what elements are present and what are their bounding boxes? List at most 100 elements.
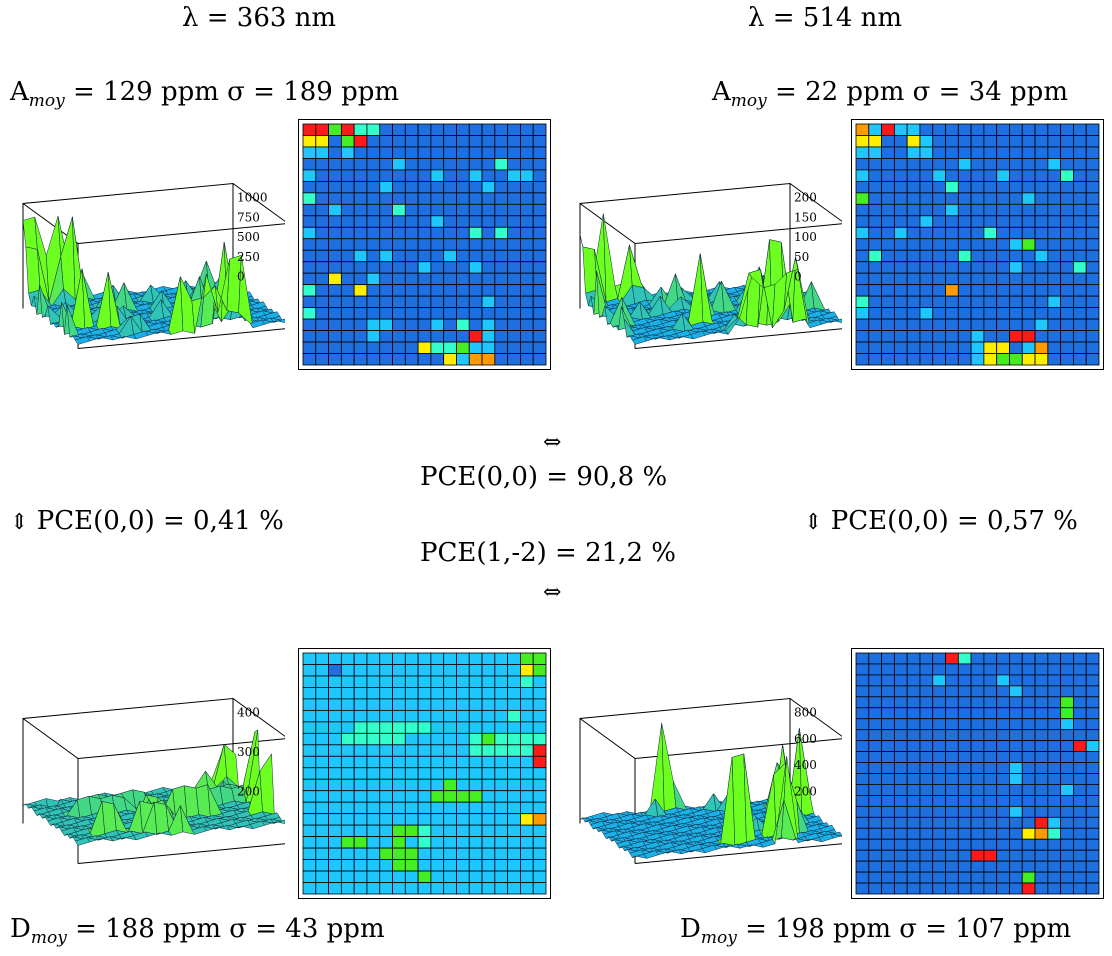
heatmap-cell xyxy=(881,762,895,774)
heatmap-cell xyxy=(919,707,934,720)
heatmap-cell xyxy=(932,707,946,720)
heatmap-cell xyxy=(855,805,870,818)
heatmap-cell xyxy=(1085,203,1100,217)
heatmap-cell xyxy=(868,158,882,171)
heatmap-cell xyxy=(417,767,432,780)
heatmap-cell xyxy=(315,675,329,688)
pce-center-top: PCE(0,0) = 90,8 % xyxy=(420,462,668,492)
heatmap-cell xyxy=(443,215,457,228)
heatmap-cell xyxy=(302,882,317,895)
heatmap-cell xyxy=(392,135,406,148)
heatmap-cell xyxy=(315,767,329,780)
heatmap-cell xyxy=(404,778,419,792)
heatmap-cell xyxy=(456,721,470,734)
heatmap-cell xyxy=(481,135,496,148)
heatmap-cell xyxy=(1085,805,1100,818)
heatmap-cell xyxy=(996,871,1010,884)
heatmap-cell xyxy=(1009,718,1023,731)
heatmap-cell xyxy=(1060,261,1074,274)
heatmap-cell xyxy=(996,307,1010,320)
heatmap-cell xyxy=(520,192,534,205)
heatmap-cell xyxy=(315,341,329,354)
heatmap-cell xyxy=(893,203,908,217)
heatmap-cell xyxy=(417,859,432,872)
heatmap-cell xyxy=(932,226,946,240)
heatmap-cell xyxy=(855,784,870,796)
heatmap-cell xyxy=(1073,215,1087,228)
heatmap-cell xyxy=(1047,226,1062,240)
heatmap-cell xyxy=(366,836,381,849)
heatmap-cell xyxy=(1060,318,1074,331)
heatmap-cell xyxy=(507,146,521,159)
heatmap-cell xyxy=(340,790,355,803)
heatmap-cell xyxy=(1060,773,1074,785)
heatmap-cell xyxy=(392,721,406,734)
heatmap-cell xyxy=(456,836,470,849)
heatmap-cell xyxy=(983,784,998,796)
heatmap-cell xyxy=(468,675,483,688)
heatmap-cell xyxy=(919,203,934,217)
heatmap-cell xyxy=(1009,192,1023,205)
heatmap-cell xyxy=(532,272,547,286)
heatmap-cell xyxy=(315,652,329,665)
heatmap-cell xyxy=(353,341,368,354)
heatmap-cell xyxy=(379,284,393,297)
heatmap-cell xyxy=(1085,663,1100,676)
heatmap-cell xyxy=(1047,773,1062,785)
heatmap-cell xyxy=(996,751,1010,763)
heatmap-cell xyxy=(507,169,521,182)
heatmap-cell xyxy=(970,827,985,840)
heatmap-cell xyxy=(881,663,895,676)
axis-tick-label: 750 xyxy=(237,210,260,224)
heatmap-cell xyxy=(302,318,317,331)
heatmap-cell xyxy=(983,871,998,884)
heatmap-cell xyxy=(1021,816,1036,829)
heatmap-cell xyxy=(957,729,972,742)
heatmap-cell xyxy=(1060,696,1074,709)
heatmap-cell xyxy=(353,790,368,803)
heatmap-cell xyxy=(881,318,895,331)
heatmap-cell xyxy=(302,353,317,366)
heatmap-cell xyxy=(983,203,998,217)
heatmap-cell xyxy=(353,146,368,159)
heatmap-cell xyxy=(919,353,934,366)
heatmap-cell xyxy=(481,824,496,838)
heatmap-cell xyxy=(443,721,457,734)
heatmap-cell xyxy=(404,135,419,148)
heatmap-cell xyxy=(481,261,496,274)
heatmap-cell xyxy=(520,824,534,838)
heatmap-cell xyxy=(315,882,329,895)
heatmap-a514 xyxy=(851,119,1104,370)
heatmap-cell xyxy=(468,284,483,297)
heatmap-cell xyxy=(1047,838,1062,851)
heatmap-cell xyxy=(983,215,998,228)
heatmap-cell xyxy=(983,795,998,807)
heatmap-cell xyxy=(353,664,368,677)
heatmap-cell xyxy=(507,709,521,723)
heatmap-cell xyxy=(430,318,445,331)
heatmap-cell xyxy=(443,284,457,297)
heatmap-cell xyxy=(996,238,1010,251)
heatmap-cell xyxy=(868,652,882,665)
heatmap-cell xyxy=(855,652,870,665)
heatmap-cell xyxy=(855,135,870,148)
heatmap-cell xyxy=(1021,707,1036,720)
heatmap-cell xyxy=(404,307,419,320)
heatmap-cell xyxy=(1085,816,1100,829)
heatmap-cell xyxy=(404,836,419,849)
heatmap-cell xyxy=(945,849,959,862)
heatmap-cell xyxy=(932,696,946,709)
heatmap-cell xyxy=(996,272,1010,286)
heatmap-cell xyxy=(468,203,483,217)
updown-arrow-left: ⇕ xyxy=(10,510,29,535)
heatmap-cell xyxy=(919,158,934,171)
heatmap-cell xyxy=(520,261,534,274)
heatmap-cell xyxy=(996,330,1010,343)
heatmap-cell xyxy=(443,836,457,849)
heatmap-cell xyxy=(868,180,882,194)
heatmap-cell xyxy=(494,226,509,240)
heatmap-cell xyxy=(919,729,934,742)
heatmap-cell xyxy=(906,674,921,687)
heatmap-cell xyxy=(1060,307,1074,320)
